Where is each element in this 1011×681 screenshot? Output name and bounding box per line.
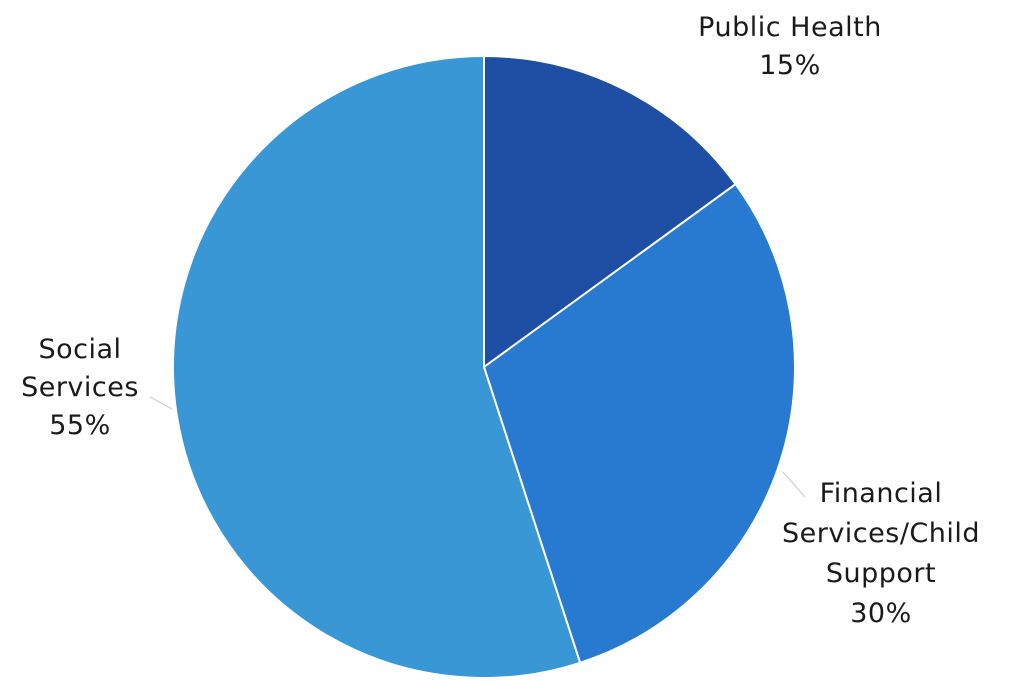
pie-label-line: Public Health	[698, 12, 882, 43]
pie-label-percent: 15%	[759, 50, 821, 81]
pie-label-public-health: Public Health 15%	[698, 12, 882, 81]
pie-label-financial-services: Financial Services/Child Support 30%	[782, 478, 980, 629]
pie-slice-social-services	[172, 54, 582, 679]
leader-line-social-services	[149, 396, 173, 410]
pie-label-social-services: Social Services 55%	[21, 334, 139, 441]
pie-label-line: Services	[21, 372, 139, 403]
pie-label-line: Support	[826, 558, 936, 589]
pie-label-line: Financial	[820, 478, 943, 509]
pie-label-line: Services/Child	[782, 518, 980, 549]
pie-slice-public-health	[483, 54, 737, 369]
pie-slice-financial-services	[482, 182, 796, 665]
leader-line-financial-services	[782, 471, 806, 498]
pie-label-line: Social	[38, 334, 121, 365]
pie-label-percent: 30%	[850, 598, 912, 629]
pie-leader-lines	[149, 396, 806, 498]
pie-slices	[172, 54, 796, 679]
pie-label-percent: 55%	[49, 410, 111, 441]
pie-labels: Public Health 15% Financial Services/Child S…	[21, 12, 980, 629]
